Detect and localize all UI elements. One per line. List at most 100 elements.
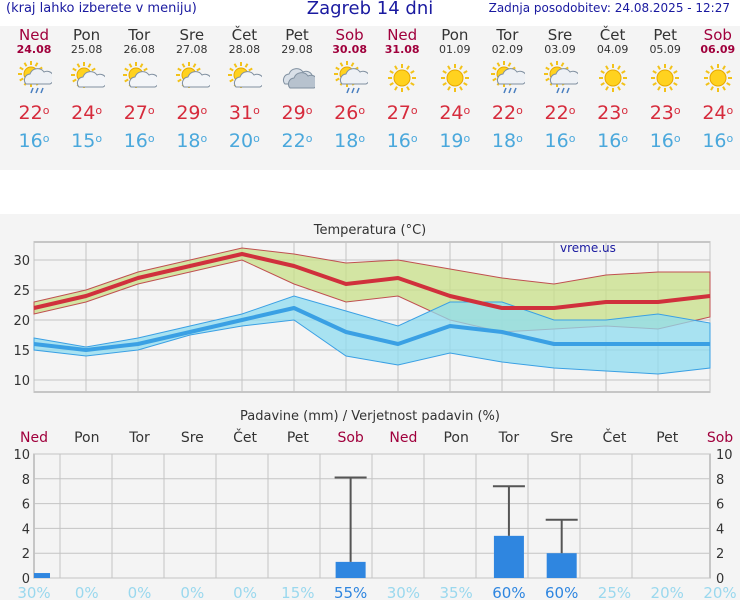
precipitation-probability: 35% xyxy=(439,584,472,600)
min-temperature-range-band xyxy=(33,295,711,375)
day-date: 30.08 xyxy=(332,43,367,56)
min-temperature: 16o xyxy=(544,130,576,152)
day-date: 03.09 xyxy=(544,43,576,56)
min-temperature: 19o xyxy=(439,130,471,152)
max-temperature-line xyxy=(33,252,711,310)
day-forecast: Sob 06.09 24o 16o xyxy=(692,26,740,152)
day-label: Sre xyxy=(181,430,204,446)
sun-icon xyxy=(692,60,740,96)
y-tick-label-left: 8 xyxy=(22,473,30,488)
day-label: Čet xyxy=(603,428,627,446)
min-temperature: 18o xyxy=(176,130,208,152)
day-date: 04.09 xyxy=(596,43,629,56)
precipitation-probability: 15% xyxy=(281,584,314,600)
day-label: Sob xyxy=(337,430,363,446)
max-temperature: 24o xyxy=(439,102,471,124)
min-temperature: 18o xyxy=(491,130,523,152)
precipitation-bar xyxy=(493,535,524,578)
max-temperature: 27o xyxy=(386,102,418,124)
min-temperature: 15o xyxy=(71,130,103,152)
day-date: 05.09 xyxy=(649,43,681,56)
precipitation-probability: 0% xyxy=(128,584,152,600)
day-forecast: Pon 25.08 24o 15o xyxy=(61,26,113,152)
day-forecast: Sre 03.09 22o 16o xyxy=(534,26,586,152)
precipitation-probability: 0% xyxy=(180,584,204,600)
day-forecast: Čet 04.09 23o 16o xyxy=(587,26,639,152)
min-temperature: 18o xyxy=(334,130,366,152)
max-temperature: 27o xyxy=(123,102,155,124)
sun-icon xyxy=(429,60,481,96)
day-date: 31.08 xyxy=(384,43,420,56)
precipitation-probability: 20% xyxy=(651,584,684,600)
day-date: 29.08 xyxy=(281,43,313,56)
day-forecast: Pet 05.09 23o 16o xyxy=(639,26,691,152)
precipitation-probability: 25% xyxy=(598,584,631,600)
day-date: 26.08 xyxy=(123,43,155,56)
max-temperature: 29o xyxy=(176,102,208,124)
max-temperature: 24o xyxy=(71,102,103,124)
day-label: Pon xyxy=(74,430,99,446)
max-temperature: 22o xyxy=(18,102,50,124)
day-date: 27.08 xyxy=(176,43,208,56)
day-forecast: Sre 27.08 29o 18o xyxy=(166,26,218,152)
sun-cloud-icon xyxy=(218,60,270,96)
min-temperature: 16o xyxy=(18,130,50,152)
min-temperature: 16o xyxy=(649,130,681,152)
sun-cloud-rain-icon xyxy=(534,60,586,96)
day-label: Čet xyxy=(233,428,257,446)
y-tick-label-left: 0 xyxy=(22,572,30,587)
y-tick-label-left: 4 xyxy=(22,522,30,537)
day-label: Pet xyxy=(656,430,679,446)
precipitation-probability: 60% xyxy=(492,584,525,600)
day-name: Sob xyxy=(335,26,364,44)
day-name: Sob xyxy=(703,26,732,44)
max-temperature: 29o xyxy=(281,102,313,124)
day-name: Sre xyxy=(179,26,205,44)
day-forecast: Pet 29.08 29o 22o xyxy=(271,26,323,152)
day-name: Čet xyxy=(231,26,258,44)
y-tick-label-right: 2 xyxy=(716,547,724,562)
y-tick-label: 20 xyxy=(13,314,30,329)
day-label: Tor xyxy=(498,430,520,446)
day-forecast: Ned 31.08 27o 16o xyxy=(376,26,428,152)
day-forecast: Tor 02.09 22o 18o xyxy=(481,26,533,152)
precipitation-bar xyxy=(546,553,577,578)
y-tick-label: 10 xyxy=(13,374,30,389)
location-menu-link[interactable]: (kraj lahko izberete v meniju) xyxy=(6,1,197,16)
day-date: 24.08 xyxy=(16,43,52,56)
precipitation-probability: 30% xyxy=(387,584,420,600)
precipitation-probability: 0% xyxy=(233,584,257,600)
sun-cloud-rain-icon xyxy=(324,60,376,96)
precipitation-chart-title: Padavine (mm) / Verjetnost padavin (%) xyxy=(240,409,500,424)
min-temperature: 16o xyxy=(702,130,734,152)
sun-icon xyxy=(376,60,428,96)
day-name: Pet xyxy=(653,26,677,44)
day-name: Pon xyxy=(72,26,101,44)
day-name: Pon xyxy=(441,26,469,44)
charts-panel: 10 15 20 25 30 Temperatura (°C) vreme.us Padavi… xyxy=(0,214,740,602)
day-forecast: Pon 01.09 24o 19o xyxy=(429,26,481,152)
precipitation-probability: 20% xyxy=(703,584,736,600)
cloud-icon xyxy=(271,60,323,96)
watermark-text: vreme.us xyxy=(560,241,616,255)
min-temperature: 20o xyxy=(228,130,260,152)
y-tick-label: 30 xyxy=(13,254,30,269)
max-temperature: 22o xyxy=(544,102,576,124)
y-tick-label: 25 xyxy=(13,284,30,299)
precipitation-probability: 0% xyxy=(75,584,99,600)
sun-cloud-rain-icon xyxy=(481,60,533,96)
sun-cloud-icon xyxy=(166,60,218,96)
y-tick-label-right: 4 xyxy=(716,522,724,537)
max-temperature: 22o xyxy=(491,102,523,124)
max-temperature-range-band xyxy=(33,247,711,333)
y-tick-label-left: 2 xyxy=(22,547,30,562)
day-name: Ned xyxy=(19,26,49,44)
day-date: 01.09 xyxy=(439,43,471,56)
y-tick-label: 15 xyxy=(13,344,30,359)
y-tick-label-right: 8 xyxy=(716,473,724,488)
min-temperature: 16o xyxy=(123,130,155,152)
precipitation-probability: 55% xyxy=(334,584,367,600)
y-tick-label-left: 6 xyxy=(22,498,30,513)
day-label: Ned xyxy=(20,430,48,446)
